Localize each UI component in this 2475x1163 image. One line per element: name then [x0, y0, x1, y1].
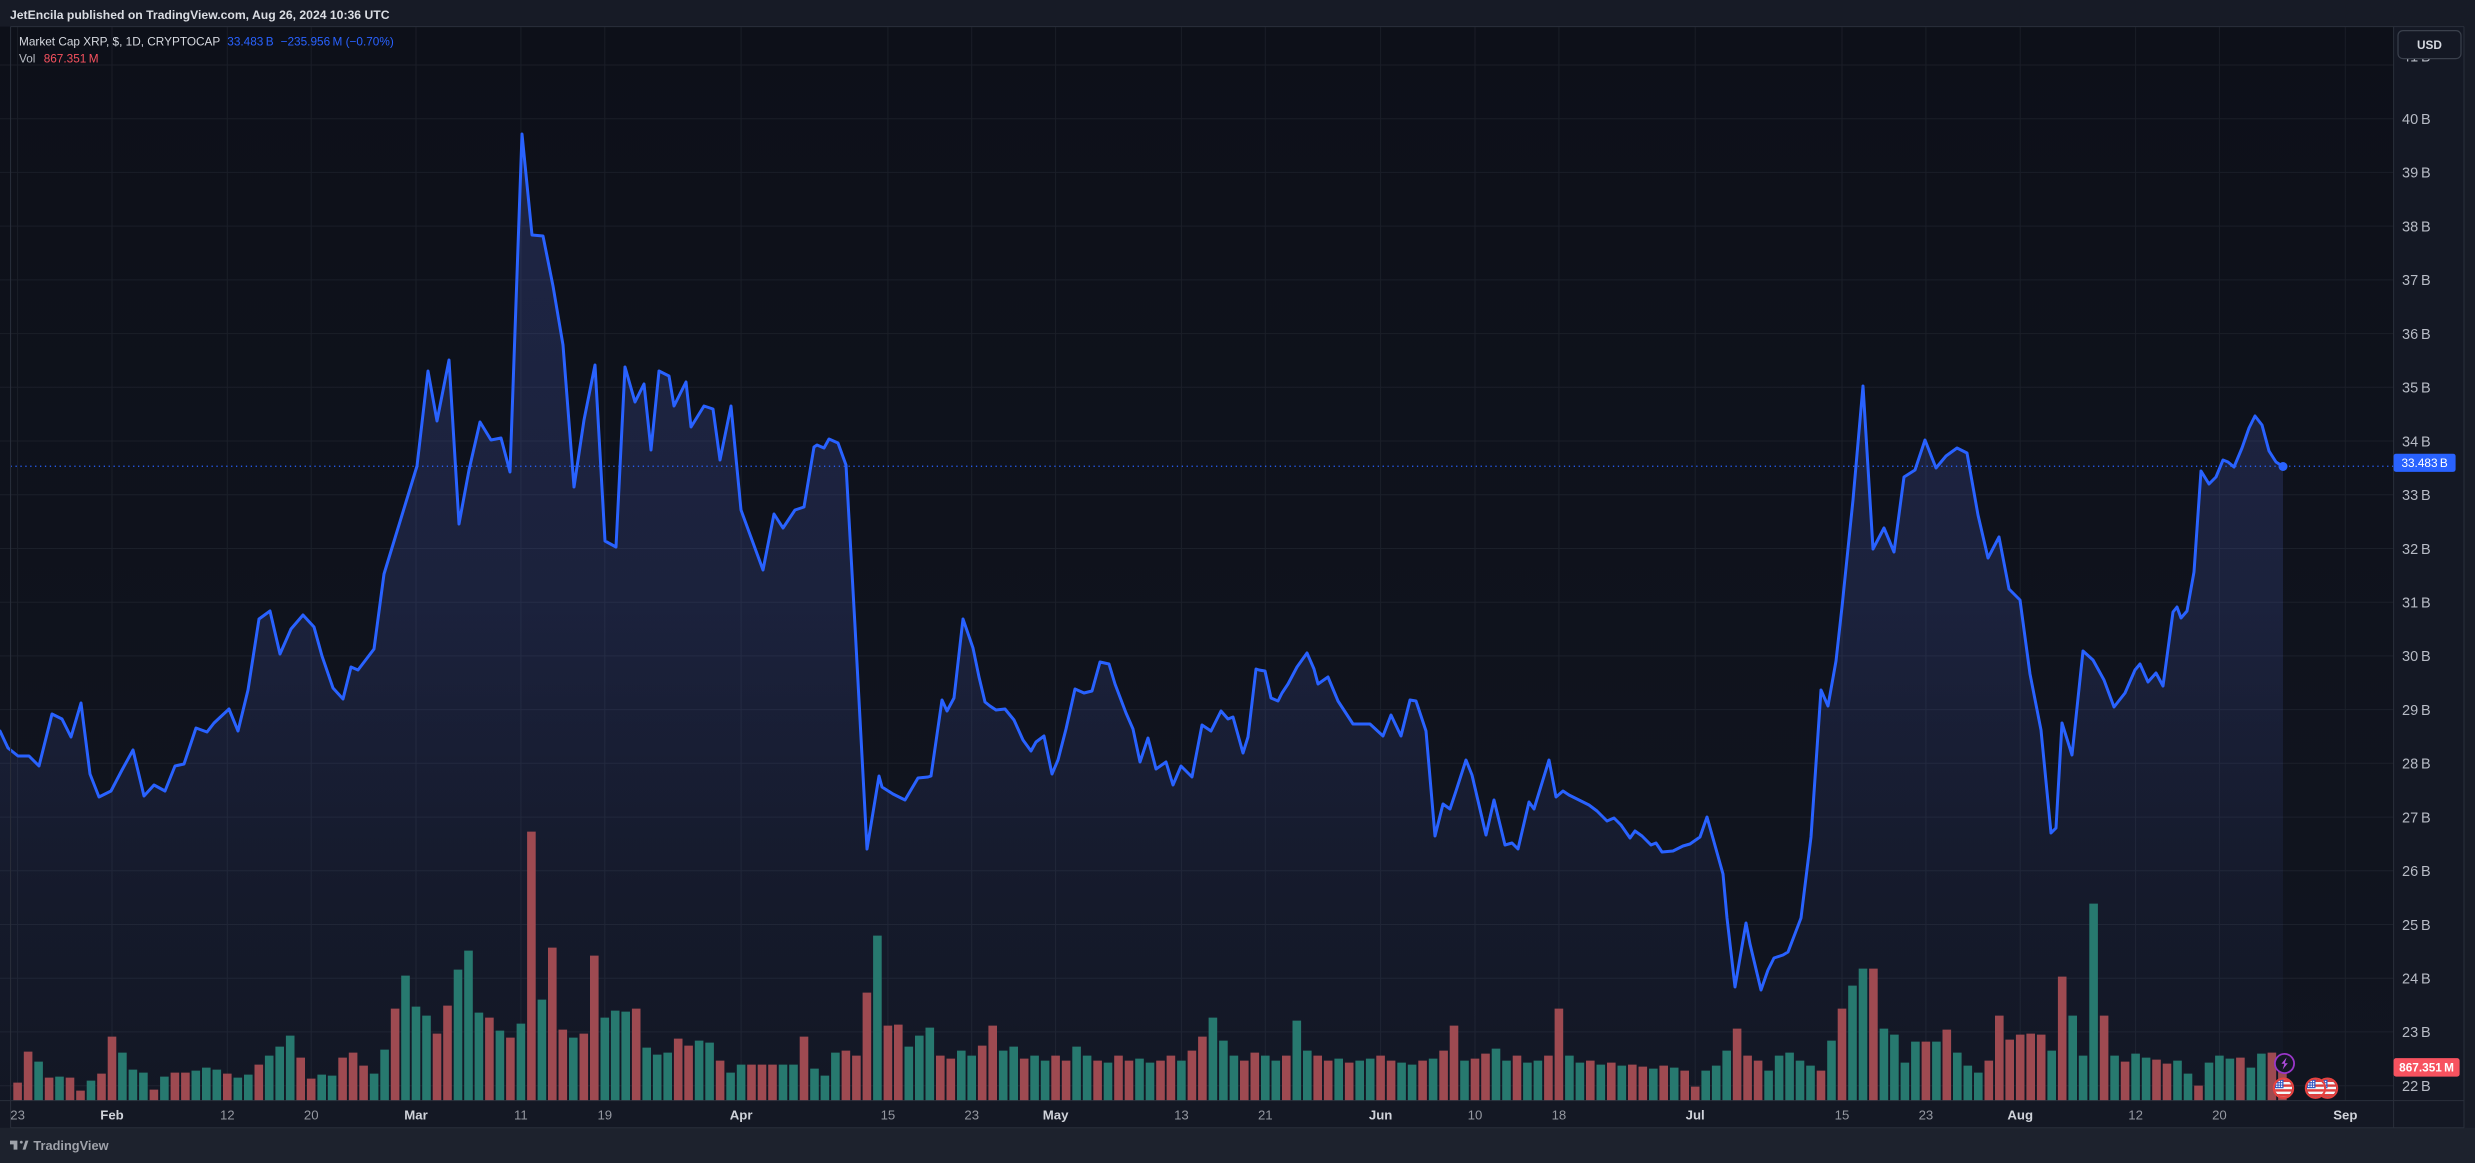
- svg-text:25 B: 25 B: [2402, 918, 2431, 934]
- svg-text:Vol 867.351 M: Vol 867.351 M: [19, 52, 99, 66]
- svg-text:38 B: 38 B: [2402, 219, 2431, 235]
- svg-text:31 B: 31 B: [2402, 596, 2431, 612]
- svg-text:23: 23: [10, 1107, 25, 1122]
- svg-text:USD: USD: [2417, 38, 2442, 52]
- svg-text:13: 13: [1174, 1107, 1189, 1122]
- svg-text:28 B: 28 B: [2402, 757, 2431, 773]
- svg-text:19: 19: [597, 1107, 612, 1122]
- svg-text:Jul: Jul: [1686, 1107, 1705, 1122]
- svg-text:33.483 B: 33.483 B: [2401, 456, 2447, 470]
- svg-text:26 B: 26 B: [2402, 864, 2431, 880]
- svg-text:JetEncila published on Trading: JetEncila published on TradingView.com, …: [10, 8, 390, 22]
- svg-text:32 B: 32 B: [2402, 542, 2431, 558]
- svg-text:39 B: 39 B: [2402, 166, 2431, 182]
- svg-text:23 B: 23 B: [2402, 1025, 2431, 1041]
- svg-text:21: 21: [1258, 1107, 1273, 1122]
- svg-text:20: 20: [304, 1107, 319, 1122]
- svg-text:Market Cap XRP, $, 1D, CRYPTOC: Market Cap XRP, $, 1D, CRYPTOCAP 33.483 B…: [19, 35, 394, 49]
- svg-text:24 B: 24 B: [2402, 972, 2431, 988]
- svg-text:TradingView: TradingView: [33, 1138, 108, 1153]
- svg-text:12: 12: [220, 1107, 235, 1122]
- svg-text:29 B: 29 B: [2402, 703, 2431, 719]
- svg-text:15: 15: [1835, 1107, 1850, 1122]
- svg-text:867.351 M: 867.351 M: [2399, 1061, 2454, 1075]
- svg-text:33 B: 33 B: [2402, 488, 2431, 504]
- svg-text:23: 23: [964, 1107, 979, 1122]
- svg-text:22 B: 22 B: [2402, 1079, 2431, 1095]
- svg-text:Sep: Sep: [2333, 1107, 2357, 1122]
- svg-text:27 B: 27 B: [2402, 810, 2431, 826]
- svg-text:40 B: 40 B: [2402, 112, 2431, 128]
- svg-text:Jun: Jun: [1369, 1107, 1392, 1122]
- svg-text:23: 23: [1919, 1107, 1934, 1122]
- svg-text:36 B: 36 B: [2402, 327, 2431, 343]
- svg-text:Mar: Mar: [404, 1107, 427, 1122]
- svg-text:Apr: Apr: [730, 1107, 753, 1122]
- svg-text:37 B: 37 B: [2402, 273, 2431, 289]
- svg-text:11: 11: [514, 1107, 528, 1122]
- svg-text:18: 18: [1552, 1107, 1567, 1122]
- svg-text:30 B: 30 B: [2402, 649, 2431, 665]
- svg-text:May: May: [1043, 1107, 1069, 1122]
- svg-text:Aug: Aug: [2007, 1107, 2033, 1122]
- svg-text:10: 10: [1468, 1107, 1483, 1122]
- svg-text:35 B: 35 B: [2402, 381, 2431, 397]
- svg-text:15: 15: [881, 1107, 896, 1122]
- svg-text:34 B: 34 B: [2402, 434, 2431, 450]
- svg-text:Feb: Feb: [100, 1107, 123, 1122]
- svg-text:12: 12: [2128, 1107, 2143, 1122]
- svg-text:20: 20: [2212, 1107, 2227, 1122]
